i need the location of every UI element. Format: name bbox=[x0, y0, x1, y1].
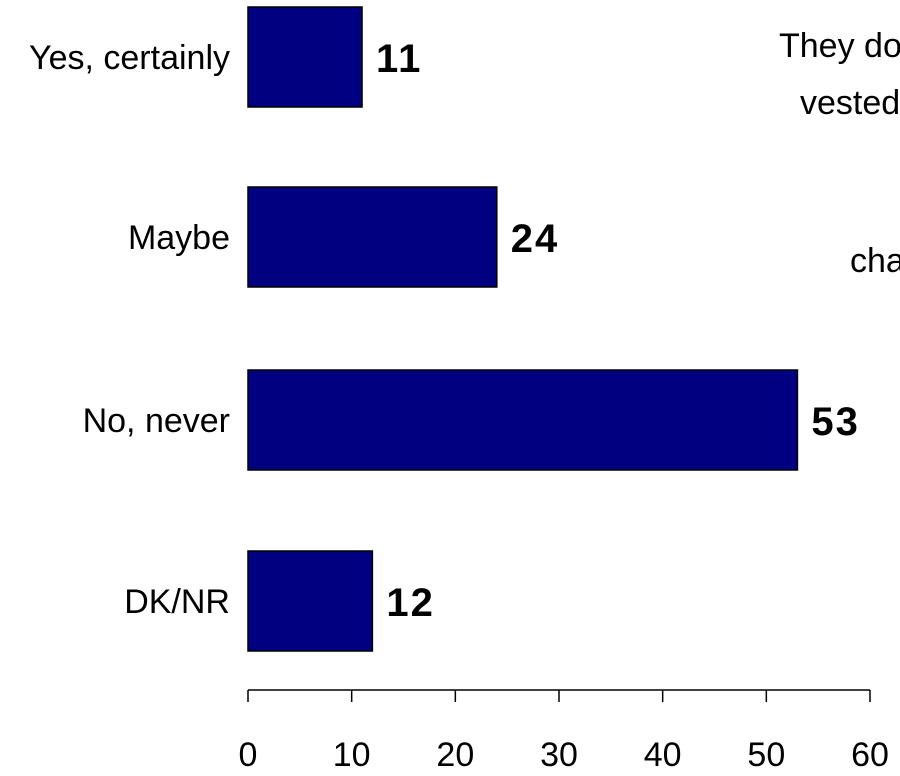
bar-yes-certainly bbox=[247, 6, 363, 108]
x-tick-label-0: 0 bbox=[239, 736, 258, 774]
value-label-no-never: 53 bbox=[811, 400, 860, 444]
category-label-dk-nr: DK/NR bbox=[124, 583, 230, 621]
value-label-maybe: 24 bbox=[511, 217, 560, 261]
x-tick-label-20: 20 bbox=[436, 736, 474, 774]
side-text-line-2: vested bbox=[800, 84, 900, 122]
bars-group bbox=[247, 6, 799, 652]
side-text-line-3: cha bbox=[850, 242, 900, 280]
x-axis: 0 10 20 30 40 50 60 bbox=[239, 689, 889, 774]
bar-dk-nr bbox=[247, 550, 374, 652]
value-labels: 11 24 53 12 bbox=[376, 37, 860, 625]
x-tick-label-10: 10 bbox=[333, 736, 371, 774]
x-tick-label-50: 50 bbox=[747, 736, 785, 774]
category-label-maybe: Maybe bbox=[128, 219, 230, 257]
category-label-yes-certainly: Yes, certainly bbox=[29, 39, 230, 77]
x-tick-label-60: 60 bbox=[851, 736, 889, 774]
x-tick-label-30: 30 bbox=[540, 736, 578, 774]
value-label-yes-certainly: 11 bbox=[376, 37, 422, 81]
category-labels: Yes, certainly Maybe No, never DK/NR bbox=[29, 39, 230, 621]
side-text-line-1: They do bbox=[779, 27, 900, 65]
x-tick-label-40: 40 bbox=[644, 736, 682, 774]
category-label-no-never: No, never bbox=[83, 402, 230, 440]
value-label-dk-nr: 12 bbox=[386, 581, 435, 625]
bar-maybe bbox=[247, 186, 498, 288]
bar-no-never bbox=[247, 369, 799, 471]
